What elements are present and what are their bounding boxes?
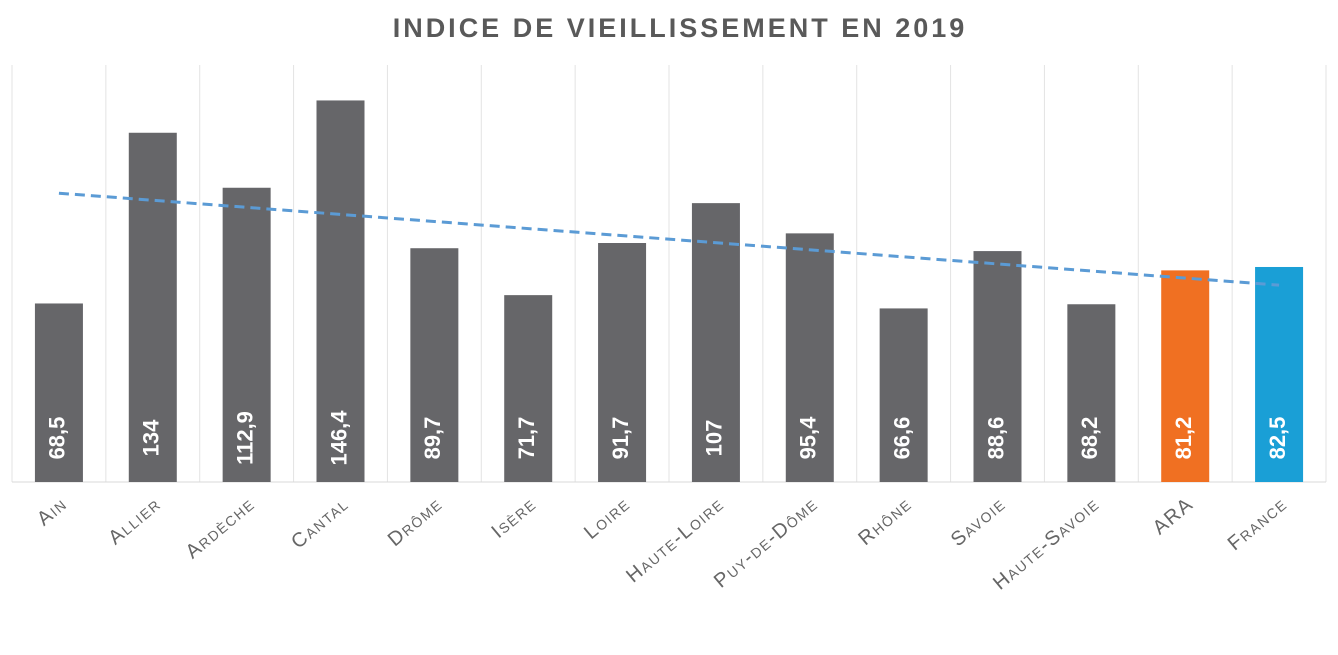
x-tick-label: Loire	[580, 493, 635, 544]
value-label: 71,7	[514, 417, 539, 460]
x-tick-label: France	[1224, 493, 1292, 555]
value-label: 112,9	[232, 411, 257, 465]
value-label: 66,6	[889, 417, 914, 460]
value-label: 88,6	[983, 417, 1008, 460]
x-tick-label: ARA	[1149, 493, 1198, 539]
value-label: 134	[139, 419, 164, 456]
x-tick-label: Allier	[104, 493, 165, 549]
value-label: 95,4	[796, 416, 821, 460]
value-label: 146,4	[326, 410, 351, 466]
x-tick-label: Savoie	[947, 493, 1010, 551]
value-label: 91,7	[608, 417, 633, 460]
bar	[316, 100, 365, 482]
bar	[504, 295, 553, 482]
trendline	[58, 191, 1280, 287]
bar	[785, 233, 834, 482]
x-tick-label: Ardèche	[182, 493, 260, 563]
x-tick-label: Cantal	[287, 493, 353, 553]
value-label: 81,2	[1171, 417, 1196, 460]
x-tick-label: Drôme	[384, 493, 447, 551]
x-tick-label: Isère	[487, 493, 540, 543]
bar	[222, 187, 271, 482]
bar	[973, 251, 1022, 482]
chart-title: INDICE DE VIEILLISSEMENT EN 2019	[393, 13, 968, 43]
bar	[879, 308, 928, 482]
bar	[128, 132, 177, 482]
bar	[34, 303, 83, 482]
bar	[1255, 266, 1304, 482]
x-tick-label: Ain	[33, 493, 72, 530]
value-label: 107	[702, 420, 727, 457]
bar	[1067, 304, 1116, 482]
value-label: 82,5	[1265, 417, 1290, 460]
bar	[410, 248, 459, 482]
bar	[691, 203, 740, 482]
value-label: 68,2	[1077, 417, 1102, 460]
value-label: 68,5	[45, 417, 70, 460]
x-tick-label: Rhône	[854, 493, 916, 550]
bar	[598, 243, 647, 482]
value-label: 89,7	[420, 417, 445, 460]
bar	[1161, 270, 1210, 482]
